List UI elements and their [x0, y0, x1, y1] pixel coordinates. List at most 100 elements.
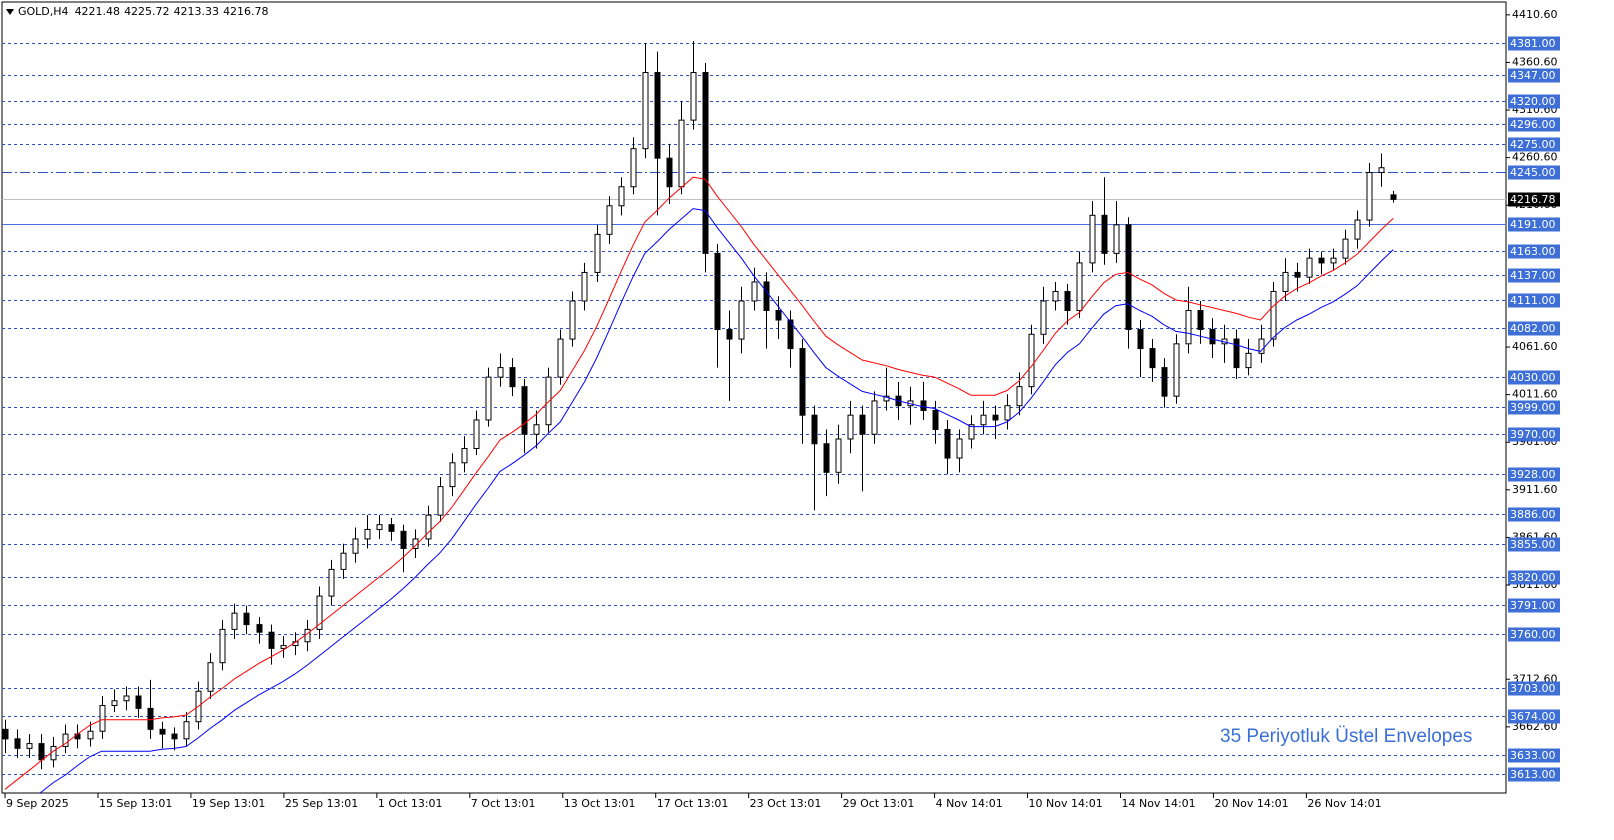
title-low: 4213.33 [174, 5, 220, 18]
candle-body [618, 186, 625, 207]
candle-body [992, 414, 999, 421]
level-label: 3999.00 [1510, 401, 1556, 414]
x-tick-label: 23 Oct 13:01 [750, 797, 822, 810]
candle-body [1282, 271, 1289, 292]
candle-body [485, 376, 492, 421]
level-label: 4381.00 [1510, 37, 1556, 50]
candle-body [1197, 309, 1204, 331]
x-tick-label: 20 Nov 14:01 [1214, 797, 1288, 810]
y-tick-label: 4410.60 [1512, 8, 1558, 21]
envelope-line [39, 208, 1394, 793]
x-tick-label: 17 Oct 13:01 [657, 797, 729, 810]
candle-body [980, 414, 987, 426]
level-label-box [1508, 370, 1560, 385]
candle-body [1173, 343, 1180, 397]
level-label-box [1508, 165, 1560, 180]
candle-body [654, 72, 661, 159]
candle-body [823, 443, 830, 473]
title-high: 4225.72 [124, 5, 170, 18]
candle-body [1270, 290, 1277, 340]
candle-body [775, 309, 782, 321]
candle-body [425, 514, 432, 540]
candle-body [1245, 352, 1252, 369]
candle-body [726, 329, 733, 340]
x-tick-label: 4 Nov 14:01 [936, 797, 1003, 810]
level-label-box [1508, 268, 1560, 283]
candle-body [316, 595, 323, 630]
candle-body [461, 448, 468, 464]
candle-body [1101, 214, 1108, 254]
candle-body [606, 205, 613, 235]
candle-body [1330, 257, 1337, 264]
level-label: 4191.00 [1510, 218, 1556, 231]
level-label: 3820.00 [1510, 571, 1556, 584]
axes: 4410.604360.604310.604260.604210.604061.… [4, 8, 1560, 810]
candle-body [74, 733, 81, 740]
candle-body [569, 300, 576, 340]
candle-body [340, 552, 347, 570]
candle-body [1342, 238, 1349, 259]
candle-body [1318, 257, 1325, 264]
level-label: 4347.00 [1510, 69, 1556, 82]
candle-body [62, 733, 69, 747]
candle-body [666, 157, 673, 188]
candle-body [352, 538, 359, 554]
candle-body [1064, 290, 1071, 311]
candle-body [859, 414, 866, 435]
candle-body [256, 624, 263, 633]
level-label: 3886.00 [1510, 508, 1556, 521]
candle-body [883, 395, 890, 402]
candle-body [1185, 309, 1192, 345]
candle-body [545, 376, 552, 426]
level-label: 4296.00 [1510, 118, 1556, 131]
candle-body [328, 568, 335, 597]
plot-frame [1, 1, 1507, 794]
candle-body [751, 281, 758, 302]
level-label: 4275.00 [1510, 138, 1556, 151]
candle-body [280, 645, 287, 649]
candle-body [932, 409, 939, 430]
candle-body [231, 612, 238, 630]
candle-body [1209, 329, 1216, 345]
level-label-box [1508, 598, 1560, 613]
x-tick-label: 19 Sep 13:01 [192, 797, 265, 810]
candle-body [690, 72, 697, 121]
level-label-box [1508, 94, 1560, 109]
candle-body [763, 281, 770, 311]
y-tick-label: 4011.60 [1512, 388, 1558, 401]
y-tick-label: 4061.60 [1512, 340, 1558, 353]
candle-body [1258, 338, 1265, 354]
candle-body [388, 524, 395, 532]
candle-body [811, 414, 818, 445]
candle-body [147, 707, 154, 730]
plot-area [2, 41, 1397, 793]
level-label: 3855.00 [1510, 538, 1556, 551]
candle-body [2, 728, 9, 740]
candle-body [1149, 348, 1156, 369]
level-label-box [1508, 709, 1560, 724]
x-tick-label: 26 Nov 14:01 [1307, 797, 1381, 810]
candle-body [135, 695, 142, 709]
level-label: 4137.00 [1510, 269, 1556, 282]
candle-body [497, 367, 504, 378]
candle-body [1125, 224, 1132, 331]
candle-body [835, 438, 842, 473]
candle-body [437, 486, 444, 516]
level-label: 4320.00 [1510, 95, 1556, 108]
y-tick-label: 3911.60 [1512, 483, 1558, 496]
title-close: 4216.78 [223, 5, 269, 18]
level-label-box [1508, 767, 1560, 782]
level-label: 3760.00 [1510, 628, 1556, 641]
candle-body [1076, 262, 1083, 311]
candle-body [26, 743, 33, 749]
candle-body [1016, 386, 1023, 407]
level-label-box [1508, 36, 1560, 51]
candle-body [449, 462, 456, 488]
candle-body [364, 528, 371, 540]
candle-body [1294, 271, 1301, 278]
candle-body [1004, 405, 1011, 421]
candle-body [521, 386, 528, 435]
level-label: 4082.00 [1510, 322, 1556, 335]
candle-body [1137, 329, 1144, 350]
candle-body [123, 695, 130, 702]
